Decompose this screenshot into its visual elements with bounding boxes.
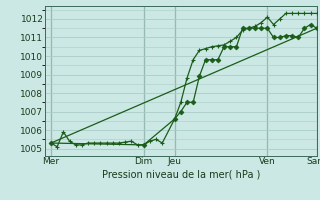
X-axis label: Pression niveau de la mer( hPa ): Pression niveau de la mer( hPa ) [102,169,260,179]
